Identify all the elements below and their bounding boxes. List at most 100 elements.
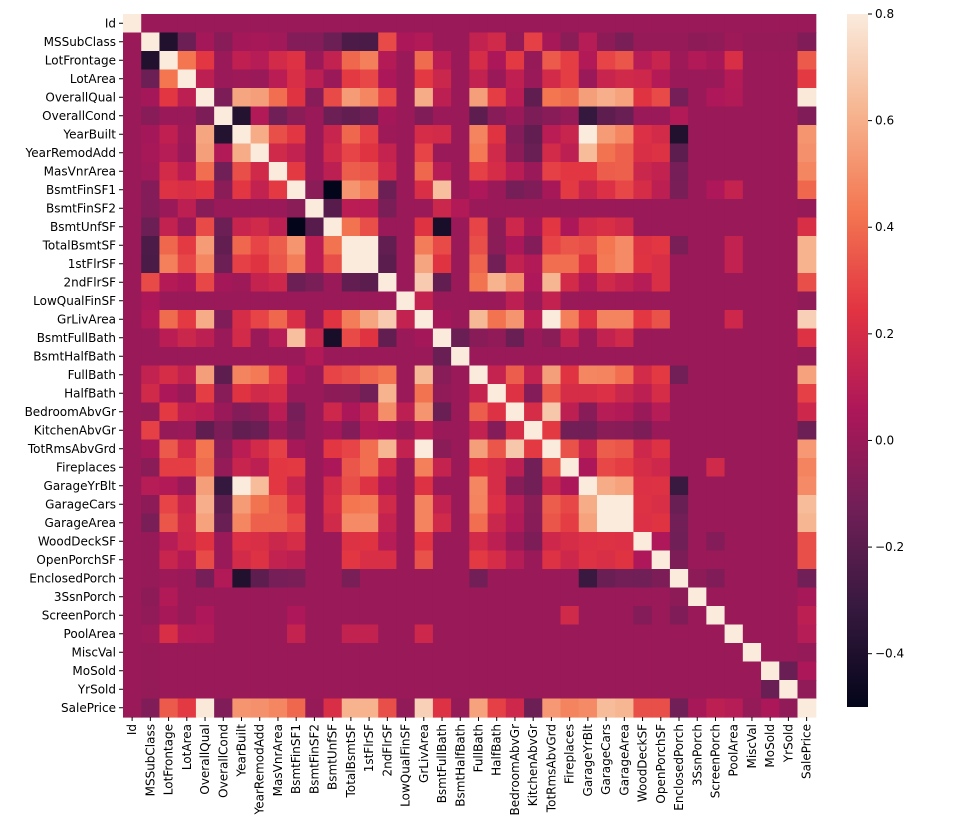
heatmap-cell — [359, 698, 379, 718]
heatmap-cell — [578, 495, 598, 515]
heatmap-cell — [250, 680, 270, 700]
heatmap-cell — [250, 458, 270, 478]
heatmap-cell — [560, 513, 580, 533]
heatmap-cell — [487, 495, 507, 515]
heatmap-cell — [761, 550, 780, 570]
heatmap-cell — [779, 106, 799, 126]
heatmap-cell — [615, 402, 635, 422]
heatmap-cell — [195, 125, 215, 145]
heatmap-cell — [651, 421, 671, 441]
heatmap-cell — [232, 180, 252, 200]
heatmap-cell — [414, 328, 434, 348]
heatmap-cell — [195, 680, 215, 700]
heatmap-cell — [250, 347, 270, 367]
x-tick-label: GrLivArea — [417, 724, 431, 783]
heatmap-cell — [359, 125, 379, 145]
heatmap-cell — [287, 550, 306, 570]
heatmap-cell — [359, 143, 379, 163]
heatmap-cell — [305, 643, 325, 663]
heatmap-cell — [268, 680, 288, 700]
heatmap-cell — [268, 587, 288, 607]
heatmap-cell — [214, 476, 233, 496]
heatmap-cell — [651, 273, 671, 293]
x-tick-label: MoSold — [763, 724, 777, 768]
heatmap-cell — [761, 458, 780, 478]
heatmap-cell — [542, 458, 562, 478]
heatmap-cell — [596, 143, 616, 163]
heatmap-cell — [651, 217, 671, 237]
heatmap-cell — [688, 162, 707, 182]
heatmap-cell — [688, 32, 707, 52]
heatmap-cell — [432, 458, 452, 478]
heatmap-cell — [323, 106, 343, 126]
heatmap-cell — [560, 606, 580, 626]
heatmap-cell — [287, 458, 306, 478]
heatmap-cell — [524, 217, 543, 237]
heatmap-cell — [414, 532, 434, 552]
x-tick-label: TotRmsAbvGrd — [544, 724, 558, 813]
heatmap-cell — [779, 402, 799, 422]
heatmap-cell — [159, 476, 179, 496]
heatmap-cell — [724, 14, 744, 34]
heatmap-cell — [779, 680, 799, 700]
heatmap-cell — [177, 513, 197, 533]
heatmap-cell — [305, 236, 325, 256]
heatmap-cell — [305, 606, 325, 626]
heatmap-cell — [214, 606, 233, 626]
heatmap-cell — [779, 550, 799, 570]
heatmap-cell — [469, 365, 489, 385]
heatmap-cell — [797, 384, 817, 404]
heatmap-cell — [615, 624, 635, 644]
heatmap-cell — [487, 680, 507, 700]
colorbar-tick-label: 0.4 — [875, 220, 894, 234]
y-tick-label: MiscVal — [71, 645, 116, 659]
heatmap-cell — [505, 569, 525, 589]
heatmap-cell — [141, 273, 161, 293]
heatmap-cell — [761, 199, 780, 219]
heatmap-cell — [414, 587, 434, 607]
heatmap-cell — [359, 550, 379, 570]
heatmap-cell — [742, 680, 762, 700]
x-tick-label: YearRemodAdd — [253, 724, 267, 815]
heatmap-cell — [159, 291, 179, 311]
heatmap-cell — [268, 347, 288, 367]
heatmap-cell — [779, 291, 799, 311]
heatmap-cell — [177, 199, 197, 219]
heatmap-cell — [651, 513, 671, 533]
heatmap-cell — [651, 550, 671, 570]
y-tick-label: MasVnrArea — [44, 164, 116, 178]
heatmap-cell — [469, 458, 489, 478]
heatmap-cell — [341, 328, 361, 348]
heatmap-cell — [779, 310, 799, 330]
heatmap-cell — [159, 587, 179, 607]
heatmap-cell — [542, 88, 562, 108]
heatmap-cell — [123, 217, 142, 237]
heatmap-cell — [396, 51, 416, 71]
heatmap-cell — [123, 88, 142, 108]
y-tick-label: GarageCars — [45, 497, 116, 511]
heatmap-cell — [359, 513, 379, 533]
heatmap-cell — [268, 643, 288, 663]
heatmap-cell — [250, 569, 270, 589]
heatmap-cell — [451, 587, 470, 607]
x-tick-label: LotFrontage — [162, 724, 176, 795]
heatmap-cell — [633, 643, 653, 663]
y-tick-label: GrLivArea — [57, 312, 116, 326]
heatmap-cell — [396, 143, 416, 163]
heatmap-cell — [214, 384, 233, 404]
heatmap-cell — [669, 569, 689, 589]
heatmap-cell — [414, 495, 434, 515]
heatmap-cell — [779, 624, 799, 644]
x-tick-label: HalfBath — [490, 724, 504, 776]
heatmap-cell — [159, 606, 179, 626]
heatmap-cell — [578, 698, 598, 718]
heatmap-cell — [487, 291, 507, 311]
heatmap-cell — [195, 162, 215, 182]
heatmap-cell — [651, 680, 671, 700]
heatmap-cell — [688, 125, 707, 145]
heatmap-cell — [615, 421, 635, 441]
heatmap-cell — [542, 291, 562, 311]
heatmap-cell — [432, 310, 452, 330]
heatmap-cell — [250, 513, 270, 533]
heatmap-cell — [359, 569, 379, 589]
